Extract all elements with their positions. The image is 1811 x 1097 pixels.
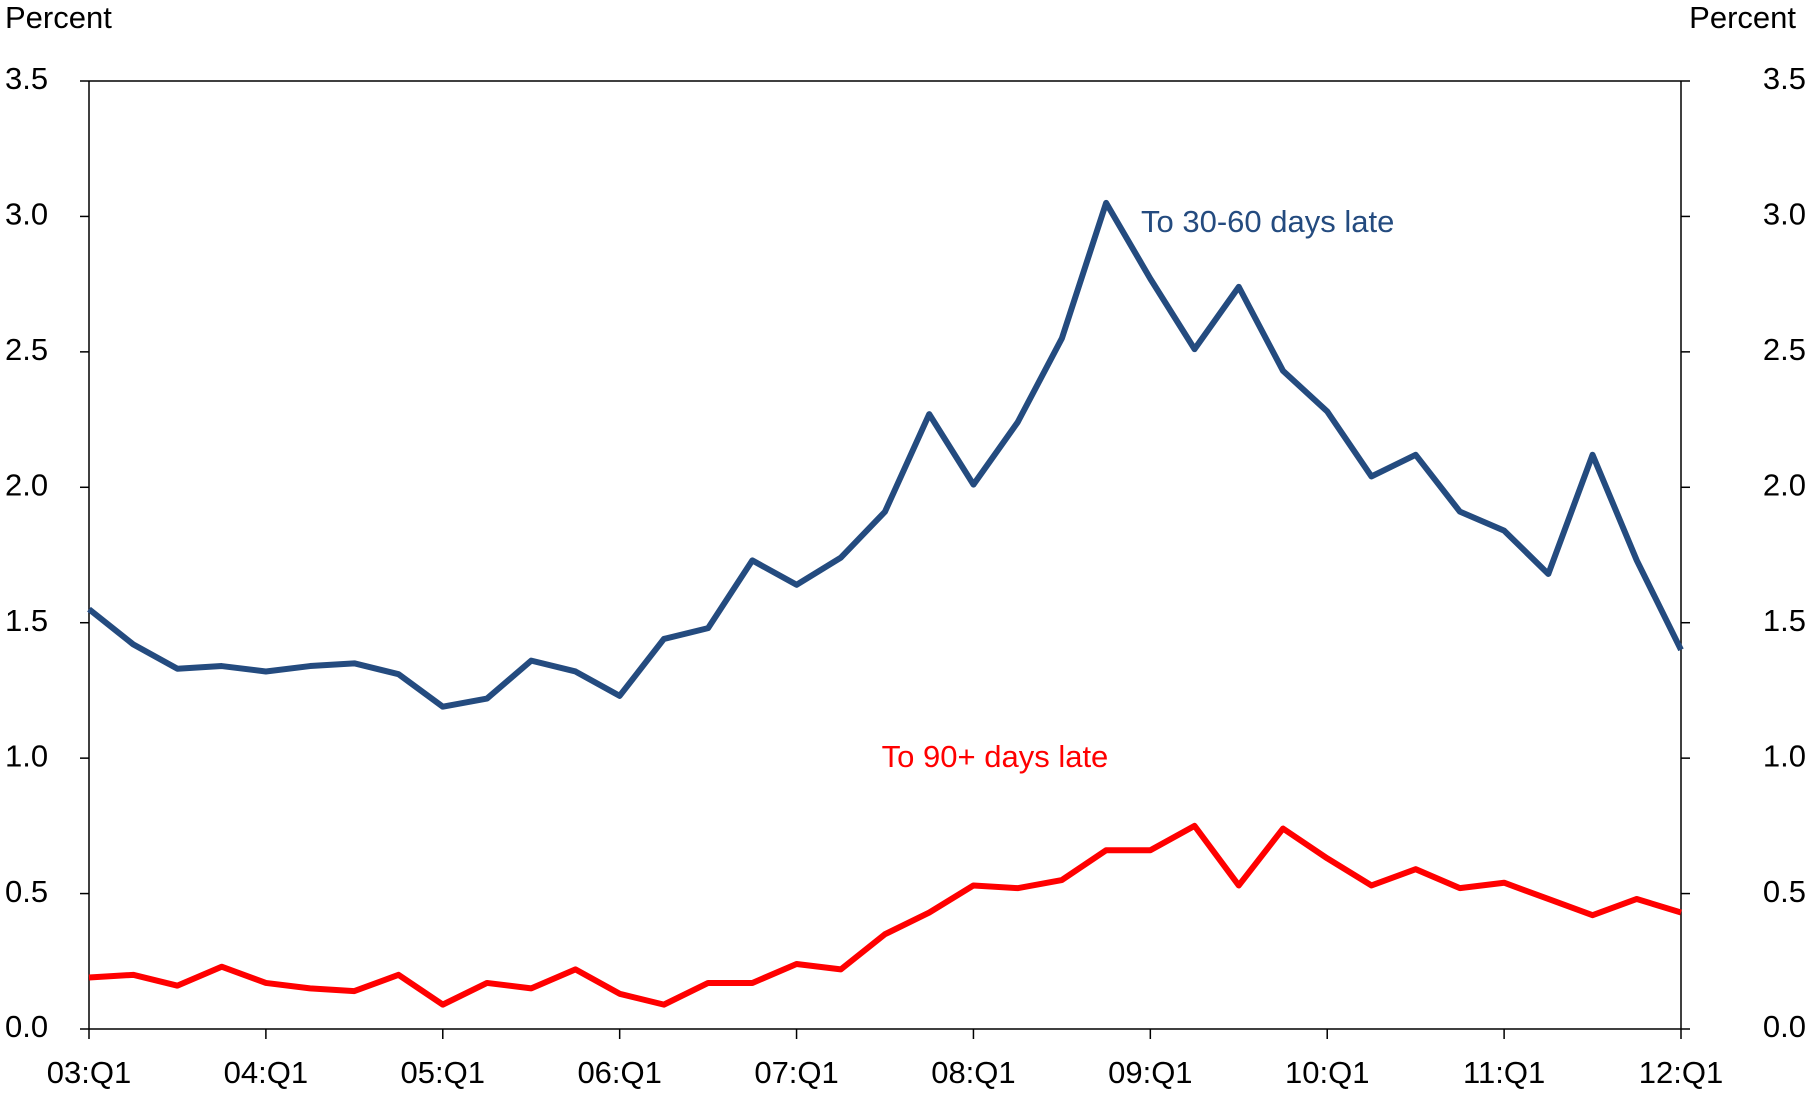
y-tick-label: 3.5	[5, 61, 48, 96]
y-tick-label: 0.0	[5, 1009, 48, 1044]
x-tick-label: 12:Q1	[1639, 1055, 1723, 1090]
series-line	[88, 822, 1682, 1008]
y2-tick-label: 1.5	[1763, 603, 1806, 638]
y2-axis-title: Percent	[1689, 0, 1796, 35]
x-tick-label: 11:Q1	[1463, 1055, 1545, 1090]
y2-tick-label: 0.0	[1763, 1009, 1806, 1044]
series-label: To 90+ days late	[882, 739, 1109, 774]
y-tick-label: 2.0	[5, 467, 48, 502]
x-tick-label: 03:Q1	[47, 1055, 131, 1090]
y2-tick-label: 3.5	[1763, 61, 1806, 96]
y-tick-label: 2.5	[5, 332, 48, 367]
y2-tick-label: 0.5	[1763, 874, 1806, 909]
x-tick-label: 10:Q1	[1285, 1055, 1369, 1090]
series-line	[87, 199, 1684, 710]
x-tick-label: 09:Q1	[1108, 1055, 1192, 1090]
y-tick-label: 1.5	[5, 603, 48, 638]
y-tick-label: 1.0	[5, 738, 48, 773]
x-tick-label: 08:Q1	[931, 1055, 1015, 1090]
y-axis-title: Percent	[5, 0, 112, 35]
x-tick-label: 05:Q1	[401, 1055, 485, 1090]
x-tick-label: 07:Q1	[754, 1055, 838, 1090]
y-tick-label: 0.5	[5, 874, 48, 909]
series-label: To 30-60 days late	[1141, 204, 1394, 239]
x-tick-label: 04:Q1	[224, 1055, 308, 1090]
y2-tick-label: 3.0	[1763, 197, 1806, 232]
y2-tick-label: 2.0	[1763, 467, 1806, 502]
y2-tick-label: 1.0	[1763, 738, 1806, 773]
y-tick-label: 3.0	[5, 197, 48, 232]
x-tick-label: 06:Q1	[577, 1055, 661, 1090]
y2-tick-label: 2.5	[1763, 332, 1806, 367]
